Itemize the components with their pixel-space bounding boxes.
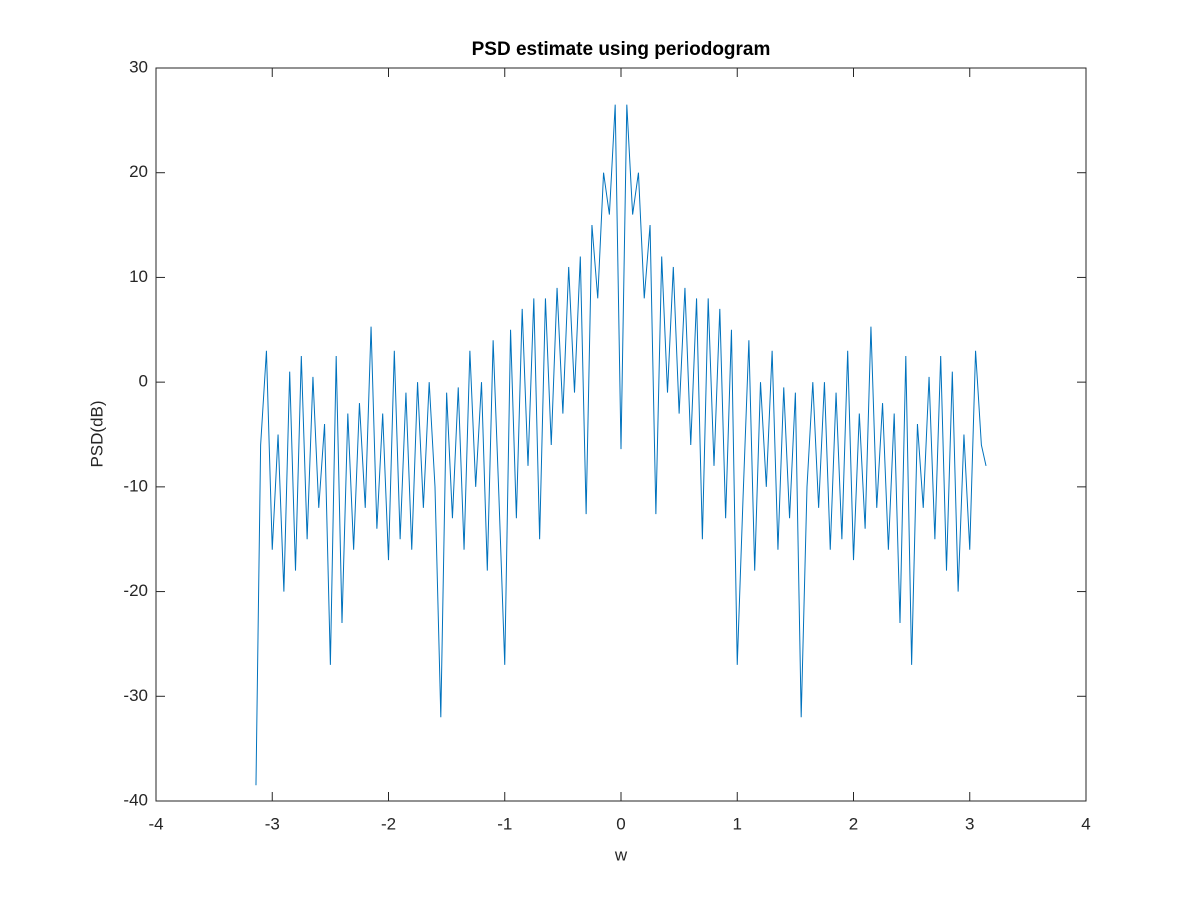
y-tick-label: 0 — [139, 372, 148, 391]
psd-line — [255, 104, 987, 786]
x-tick-label: 4 — [1081, 814, 1090, 833]
x-tick-label: -3 — [265, 814, 280, 833]
y-tick-label: 10 — [129, 267, 148, 286]
x-tick-label: 2 — [849, 814, 858, 833]
y-tick-label: 30 — [129, 57, 148, 76]
x-tick-label: 1 — [733, 814, 742, 833]
x-tick-label: 3 — [965, 814, 974, 833]
y-tick-label: -10 — [123, 476, 148, 495]
x-tick-label: 0 — [616, 814, 625, 833]
y-tick-label: -30 — [123, 686, 148, 705]
chart-title: PSD estimate using periodogram — [472, 39, 771, 60]
x-tick-label: -4 — [148, 814, 163, 833]
y-tick-label: -20 — [123, 581, 148, 600]
x-tick-label: -1 — [497, 814, 512, 833]
y-tick-label: 20 — [129, 162, 148, 181]
y-tick-label: -40 — [123, 790, 148, 809]
y-axis-label: PSD(dB) — [87, 400, 106, 467]
x-axis-label: w — [614, 845, 628, 864]
x-tick-label: -2 — [381, 814, 396, 833]
